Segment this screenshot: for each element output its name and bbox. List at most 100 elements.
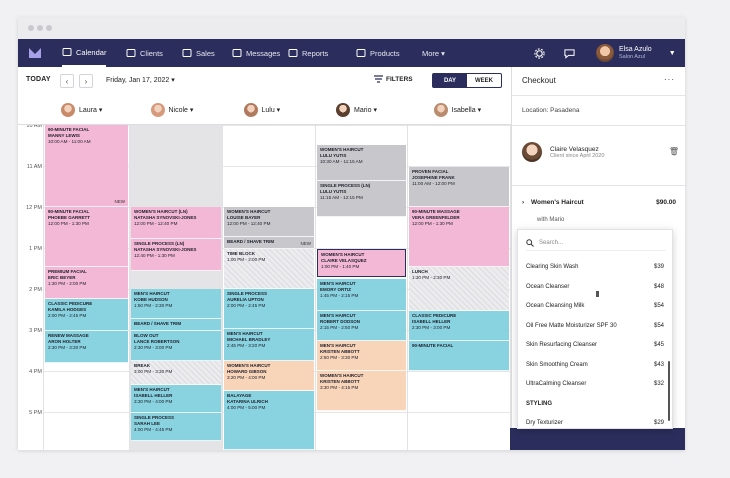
appointment-time: 12:00 PM - 12:40 PM	[227, 221, 271, 226]
product-search-input[interactable]: Search...	[526, 237, 666, 251]
next-day-button[interactable]: ›	[79, 74, 93, 88]
nav-sales[interactable]: Sales	[182, 39, 215, 67]
staff-name: Lulu ▾	[261, 107, 281, 114]
appointment[interactable]: MEN'S HAIRCUT Michael Bradley 2:45 PM - 3:…	[224, 329, 314, 361]
staff-avatar	[336, 103, 350, 117]
filters-button[interactable]: FILTERS	[374, 75, 413, 83]
product-option[interactable]: Dry Texturizer $29	[518, 414, 674, 434]
appointment[interactable]: BALAYAGE Katarina Ulrich 4:00 PM - 5:00 PM	[224, 391, 314, 450]
appointment[interactable]: WOMEN'S HAIRCUT Kristen Abbott 3:30 PM - 4…	[317, 371, 406, 411]
staff-header-1[interactable]: Nicole ▾	[150, 101, 193, 119]
appointment[interactable]: MEN'S HAIRCUT Isabell Heller 3:30 PM - 4:0…	[131, 385, 221, 413]
search-placeholder: Search...	[539, 239, 564, 246]
today-button[interactable]: TODAY	[26, 76, 51, 83]
time-label: 11 AM	[26, 164, 42, 170]
appointment[interactable]: WOMEN'S HAIRCUT Lulu Yutis 10:30 AM - 11:1…	[317, 145, 406, 181]
appointment[interactable]: WOMEN'S HAIRCUT Howard Gibson 3:20 PM - 4:…	[224, 361, 314, 391]
nav-label: Messages	[246, 48, 281, 58]
appointment[interactable]: MEN'S HAIRCUT Kobe Hudson 1:50 PM - 2:30 P…	[131, 289, 221, 319]
appointment[interactable]: MEN'S HAIRCUT Kristen Abbott 2:50 PM - 3:3…	[317, 341, 406, 371]
prev-day-button[interactable]: ‹	[60, 74, 74, 88]
appointment[interactable]: SINGLE PROCESS Aurelia Upton 2:00 PM - 2:4…	[224, 289, 314, 329]
appointment[interactable]: 90-MINUTE FACIAL	[409, 341, 509, 371]
app-logo-icon[interactable]	[28, 46, 42, 60]
more-options-button[interactable]: ···	[664, 75, 675, 84]
appointment-client: Michael Bradley	[227, 337, 271, 342]
appointment[interactable]: WOMEN'S HAIRCUT (LN) Natasha Synovski-Jon…	[131, 207, 221, 239]
nav-clients[interactable]: Clients	[126, 39, 163, 67]
trash-icon[interactable]: 🗑	[668, 147, 679, 156]
date-picker[interactable]: Friday, Jan 17, 2022 ▾	[106, 77, 175, 84]
location-label[interactable]: Location: Pasadena	[522, 107, 580, 114]
appointment-time: 1:45 PM - 2:15 PM	[320, 293, 359, 298]
appointment[interactable]: Break 3:00 PM - 3:30 PM	[131, 361, 221, 385]
appointment-client: Natasha Synovski-Jones	[134, 215, 197, 220]
nav-products[interactable]: Products	[356, 39, 400, 67]
appointment[interactable]: 90-MINUTE MASSAGE Vera Greenfelder 12:00 P…	[409, 207, 509, 267]
nav-reports[interactable]: Reports	[288, 39, 328, 67]
staff-column-2[interactable]	[223, 125, 316, 450]
product-option[interactable]: Skin Resurfacing Cleanser $45	[518, 336, 674, 356]
appointment[interactable]: BLOW OUT Lance Robertson 2:30 PM - 3:00 PM	[131, 331, 221, 361]
appointment-time: 2:30 PM - 3:30 PM	[48, 345, 87, 350]
week-view-button[interactable]: WEEK	[475, 77, 493, 84]
nav-messages[interactable]: Messages	[232, 39, 280, 67]
product-option[interactable]: Clearing Skin Wash $39	[518, 258, 674, 278]
product-name: STYLING	[526, 400, 553, 407]
time-label: 1 PM	[29, 246, 42, 252]
appointment-client: Phoebe Garrett	[48, 215, 91, 220]
appointment-service: RENEW MASSAGE	[48, 333, 89, 338]
appointment[interactable]: SINGLE PROCESS (LN) Natasha Synovski-Jone…	[131, 239, 221, 271]
day-view-button[interactable]: DAY	[433, 74, 467, 87]
service-line[interactable]: › Women's Haircut $90.00	[522, 199, 676, 206]
appointment-service: SINGLE PROCESS	[134, 415, 175, 420]
appointment[interactable]: RENEW MASSAGE Aron Holter 2:30 PM - 3:30 P…	[45, 331, 128, 363]
appointment-service: MEN'S HAIRCUT	[134, 387, 170, 392]
settings-gear-icon[interactable]	[534, 48, 545, 59]
appointment-time: 2:45 PM - 3:20 PM	[227, 343, 266, 348]
appointment[interactable]: PREMIUM FACIAL Eric Beyer 1:30 PM - 2:00 P…	[45, 267, 128, 299]
appointment-service: WOMEN'S HAIRCUT	[320, 147, 364, 152]
staff-header-2[interactable]: Lulu ▾	[243, 101, 281, 119]
staff-column-4[interactable]	[408, 125, 511, 450]
appointment[interactable]: WOMEN'S HAIRCUT Louise Bayer 12:00 PM - 12…	[224, 207, 314, 237]
appointment[interactable]: MEN'S HAIRCUT Robert Dodson 2:15 PM - 2:50…	[317, 311, 406, 341]
product-option[interactable]: UltraCalming Cleanser $32	[518, 375, 674, 395]
user-menu[interactable]: Elsa Azulo Salon Azul ▼	[596, 43, 676, 63]
appointment[interactable]: 90-MINUTE FACIAL Manny Lewis 10:00 AM - 11…	[45, 125, 128, 207]
chat-bubble-icon[interactable]	[564, 48, 575, 59]
appointment[interactable]: Time Block 1:00 PM - 2:00 PM	[224, 249, 314, 289]
staff-avatar	[61, 103, 75, 117]
product-option[interactable]: Skin Smoothing Cream $43	[518, 356, 674, 376]
appointment[interactable]: BEARD / SHAVE TRIM NEW	[224, 237, 314, 249]
appointment[interactable]: PROVEN FACIAL Josephine Frank 11:00 AM - 1…	[409, 167, 509, 207]
staff-column-0[interactable]	[44, 125, 130, 450]
dropdown-scrollbar[interactable]	[668, 361, 670, 421]
time-column: 10 AM 11 AM 12 PM 1 PM 2 PM 3 PM 4 PM 5 PM	[18, 125, 44, 450]
checkout-title: Checkout	[522, 76, 556, 85]
appointment[interactable]: WOMEN'S HAIRCUT Claire Velasquez 1:00 PM -…	[317, 249, 406, 277]
appointment[interactable]: CLASSIC PEDICURE Isabell Heller 2:30 PM - …	[409, 311, 509, 341]
staff-header-4[interactable]: Isabella ▾	[433, 101, 481, 119]
product-option[interactable]: Ocean Cleanser $48	[518, 278, 674, 298]
top-navbar: Calendar Clients Sales Messages Reports Produ…	[18, 39, 685, 67]
appointment-client: Vera Greenfelder	[412, 215, 460, 220]
appointment[interactable]: 90-MINUTE FACIAL Phoebe Garrett 12:00 PM -…	[45, 207, 128, 267]
staff-column-3[interactable]	[316, 125, 408, 450]
appointment[interactable]: CLASSIC PEDICURE Kamila Hodges 2:00 PM - 2…	[45, 299, 128, 331]
appointment-client: Kobe Hudson	[134, 297, 168, 302]
appointment-service: Time Block	[227, 251, 255, 256]
product-option[interactable]: Oil Free Matte Moisturizer SPF 30 $54	[518, 317, 674, 337]
appointment[interactable]: SINGLE PROCESS (LN) Lulu Yutis 11:15 AM - …	[317, 181, 406, 217]
nav-more[interactable]: More ▾	[422, 39, 445, 67]
staff-header-3[interactable]: Mario ▾	[336, 101, 377, 119]
appointment[interactable]: BEARD / SHAVE TRIM	[131, 319, 221, 331]
appointment[interactable]: Lunch 1:30 PM - 2:30 PM	[409, 267, 509, 311]
list-section-header: STYLING	[518, 395, 674, 415]
staff-header-0[interactable]: Laura ▾	[61, 101, 102, 119]
appointment[interactable]: MEN'S HAIRCUT Emory Ortiz 1:45 PM - 2:15 P…	[317, 279, 406, 311]
product-option[interactable]: Ocean Cleansing Milk $54	[518, 297, 674, 317]
client-card[interactable]: Claire Velasquez Client since April 2020	[522, 135, 676, 169]
nav-calendar[interactable]: Calendar	[62, 39, 107, 67]
appointment[interactable]: SINGLE PROCESS Sarah Lee 4:00 PM - 4:45 PM	[131, 413, 221, 441]
